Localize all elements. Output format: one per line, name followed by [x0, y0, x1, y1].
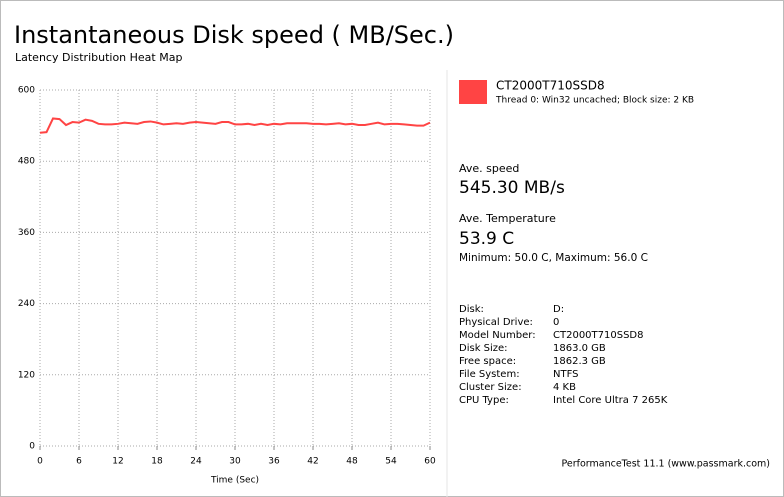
info-label: Physical Drive: [459, 317, 533, 328]
info-label: Free space: [459, 356, 516, 367]
y-tick-label: 240 [18, 299, 35, 309]
x-tick-label: 30 [229, 457, 241, 467]
x-tick-label: 42 [307, 457, 318, 467]
info-value: CT2000T710SSD8 [553, 330, 644, 341]
y-tick-label: 600 [18, 86, 35, 96]
info-label: Cluster Size: [459, 382, 522, 393]
info-value: NTFS [553, 369, 579, 380]
legend-swatch [459, 80, 487, 104]
speed-value: 545.30 MB/s [459, 178, 565, 198]
legend-label: CT2000T710SSD8 [496, 79, 605, 93]
info-label: Model Number: [459, 330, 536, 341]
info-value: 1863.0 GB [553, 343, 606, 354]
y-tick-label: 360 [18, 228, 35, 238]
y-tick-label: 0 [29, 442, 35, 452]
info-value: D: [553, 304, 564, 315]
temp-value: 53.9 C [459, 229, 514, 249]
footer: PerformanceTest 11.1 (www.passmark.com) [561, 459, 770, 470]
legend-detail: Thread 0: Win32 uncached; Block size: 2 … [495, 96, 694, 106]
x-tick-label: 48 [346, 457, 358, 467]
info-value: 0 [553, 317, 559, 328]
x-tick-label: 54 [385, 457, 397, 467]
x-tick-label: 12 [112, 457, 123, 467]
data-line [39, 117, 431, 134]
info-label: Disk Size: [459, 343, 508, 354]
x-tick-label: 0 [37, 457, 43, 467]
x-tick-label: 18 [151, 457, 163, 467]
x-axis-label: Time (Sec) [210, 476, 259, 486]
temp-label: Ave. Temperature [459, 212, 556, 225]
x-tick-label: 36 [268, 457, 280, 467]
info-label: Disk: [459, 304, 484, 315]
info-value: Intel Core Ultra 7 265K [553, 395, 668, 406]
info-value: 1862.3 GB [553, 356, 606, 367]
x-tick-label: 60 [424, 457, 436, 467]
info-label: CPU Type: [459, 395, 509, 406]
speed-label: Ave. speed [459, 162, 519, 175]
y-tick-label: 480 [18, 157, 35, 167]
x-tick-label: 24 [190, 457, 202, 467]
temp-range: Minimum: 50.0 C, Maximum: 56.0 C [459, 252, 648, 264]
info-value: 4 KB [553, 382, 576, 393]
info-table: Disk: D: Physical Drive: 0 Model Number: CT20… [459, 304, 668, 406]
chart-title: Instantaneous Disk speed ( MB/Sec.) [14, 21, 454, 49]
x-tick-label: 6 [76, 457, 82, 467]
chart-subtitle: Latency Distribution Heat Map [15, 51, 182, 64]
info-label: File System: [459, 369, 520, 380]
y-tick-label: 120 [18, 370, 35, 380]
